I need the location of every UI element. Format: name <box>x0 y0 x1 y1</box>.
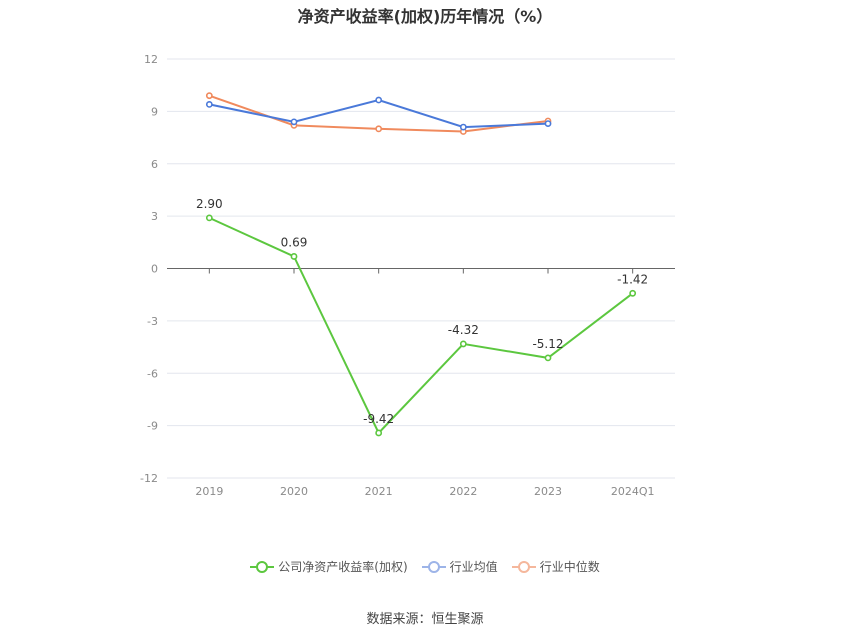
series-line <box>208 216 634 435</box>
legend-line-marker-icon <box>421 560 446 573</box>
data-point[interactable] <box>629 289 637 297</box>
data-point[interactable] <box>290 118 298 126</box>
y-tick-label: 12 <box>144 53 158 66</box>
data-label: -5.12 <box>532 337 563 351</box>
y-tick-label: 9 <box>151 105 158 118</box>
legend: 公司净资产收益率(加权) 行业均值 行业中位数 <box>0 558 850 575</box>
x-tick-label: 2023 <box>534 485 562 498</box>
y-tick-label: 3 <box>151 210 158 223</box>
x-tick-label: 2020 <box>280 485 308 498</box>
legend-label-industry-avg: 行业均值 <box>449 560 498 574</box>
axes: 12 9 6 3 0 -3 -6 -9 -12 2019 2020 2021 2022 2023 2024Q… <box>140 53 654 498</box>
legend-line-marker-icon <box>250 560 275 573</box>
data-point[interactable] <box>205 214 213 222</box>
data-point[interactable] <box>375 429 383 437</box>
legend-label-company: 公司净资产收益率(加权) <box>278 560 408 574</box>
data-point[interactable] <box>205 92 213 100</box>
data-point[interactable] <box>459 123 467 131</box>
data-label: 2.90 <box>196 197 223 211</box>
y-tick-label: -12 <box>140 472 158 485</box>
x-tick-label: 2021 <box>365 485 393 498</box>
data-point[interactable] <box>205 100 213 108</box>
y-tick-label: 6 <box>151 158 158 171</box>
series-lines <box>205 92 637 437</box>
legend-item-company[interactable]: 公司净资产收益率(加权) <box>250 558 408 575</box>
y-tick-label: -9 <box>147 420 158 433</box>
data-label: -9.42 <box>363 412 394 426</box>
data-point[interactable] <box>459 340 467 348</box>
y-tick-label: -6 <box>147 367 158 380</box>
data-point[interactable] <box>544 354 552 362</box>
source-note: 数据来源：恒生聚源 <box>366 612 484 627</box>
legend-item-industry-median[interactable]: 行业中位数 <box>511 558 600 575</box>
data-point[interactable] <box>290 253 298 260</box>
data-point[interactable] <box>375 96 383 104</box>
legend-label-industry-median: 行业中位数 <box>539 560 600 574</box>
y-tick-label: -3 <box>147 315 158 328</box>
legend-line-marker-icon <box>511 560 536 573</box>
data-point[interactable] <box>544 120 552 127</box>
y-tick-label: 0 <box>151 263 158 276</box>
data-labels: 2.90 0.69 -9.42 -4.32 -5.12 -1.42 <box>196 197 648 426</box>
chart-title: 净资产收益率(加权)历年情况（%） <box>297 7 553 26</box>
data-point[interactable] <box>375 125 383 133</box>
data-label: -4.32 <box>448 323 479 337</box>
grid-lines <box>167 58 675 479</box>
data-label: 0.69 <box>281 235 308 249</box>
x-tick-label: 2022 <box>449 485 477 498</box>
data-label: -1.42 <box>617 272 648 286</box>
x-tick-label: 2019 <box>195 485 223 498</box>
x-tick-label: 2024Q1 <box>611 485 655 498</box>
legend-item-industry-avg[interactable]: 行业均值 <box>421 558 498 575</box>
